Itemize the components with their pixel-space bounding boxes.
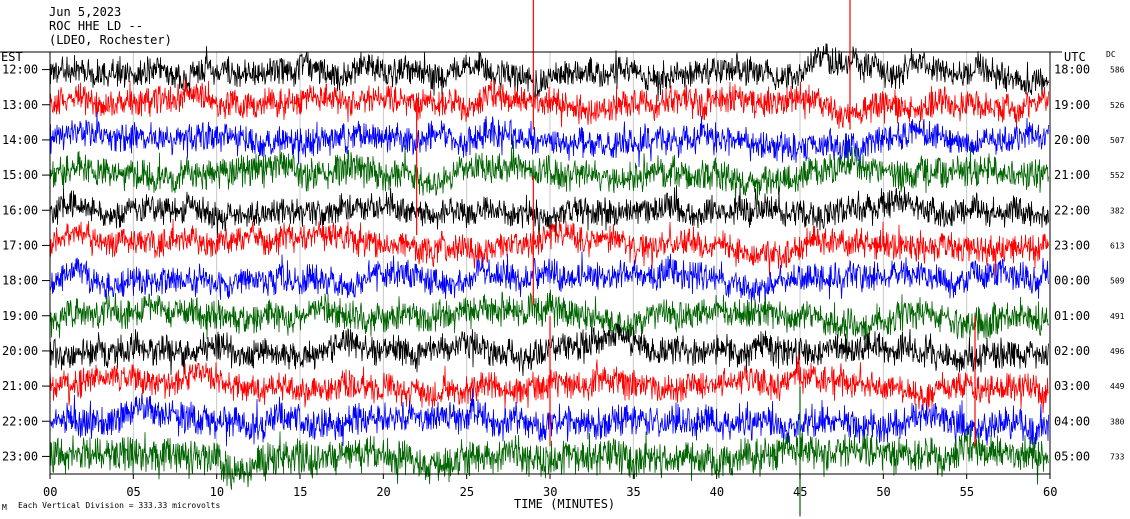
dc-value-8: 496 xyxy=(1110,347,1125,356)
trace-row-21:00 xyxy=(49,353,1049,414)
utc-label-9: 03:00 xyxy=(1054,379,1090,393)
dc-value-7: 491 xyxy=(1110,312,1125,321)
trace-row-18:00 xyxy=(49,251,1049,305)
trace-row-17:00 xyxy=(49,218,1049,277)
utc-label-4: 22:00 xyxy=(1054,203,1090,217)
est-label-7: 19:00 xyxy=(2,309,38,323)
est-label-10: 22:00 xyxy=(2,414,38,428)
row-labels: 12:00 18:00 586 13:00 19:00 526 14:00 20:00 507 1… xyxy=(2,63,1125,464)
est-label-9: 21:00 xyxy=(2,379,38,393)
left-axis-title: EST xyxy=(1,50,23,64)
dc-value-4: 382 xyxy=(1110,206,1125,215)
trace-row-23:00 xyxy=(49,428,1049,490)
trace-row-19:00 xyxy=(49,289,1049,346)
utc-label-3: 21:00 xyxy=(1054,168,1090,182)
grid-lines xyxy=(132,52,968,474)
header-location: (LDEO, Rochester) xyxy=(49,33,172,47)
utc-label-2: 20:00 xyxy=(1054,133,1090,147)
x-tick-label-20: 20 xyxy=(376,485,390,499)
dc-value-6: 509 xyxy=(1110,277,1125,286)
x-axis-label: TIME (MINUTES) xyxy=(514,497,615,511)
dc-value-2: 507 xyxy=(1110,136,1125,145)
utc-label-1: 19:00 xyxy=(1054,98,1090,112)
utc-label-7: 01:00 xyxy=(1054,309,1090,323)
trace-row-13:00 xyxy=(49,78,1049,129)
x-tick-label-40: 40 xyxy=(710,485,724,499)
x-tick-label-10: 10 xyxy=(210,485,224,499)
x-tick-label-30: 30 xyxy=(543,485,557,499)
x-tick-label-45: 45 xyxy=(793,485,807,499)
x-tick-label-55: 55 xyxy=(960,485,974,499)
trace-row-14:00 xyxy=(49,111,1049,169)
x-tick-label-25: 25 xyxy=(460,485,474,499)
x-tick-label-35: 35 xyxy=(626,485,640,499)
est-label-8: 20:00 xyxy=(2,344,38,358)
dc-value-1: 526 xyxy=(1110,101,1125,110)
utc-label-5: 23:00 xyxy=(1054,238,1090,252)
seismic-traces xyxy=(49,43,1049,490)
x-tick-label-05: 05 xyxy=(126,485,140,499)
est-label-6: 18:00 xyxy=(2,274,38,288)
est-label-4: 16:00 xyxy=(2,203,38,217)
trace-row-20:00 xyxy=(49,323,1049,377)
utc-label-11: 05:00 xyxy=(1054,449,1090,463)
dc-value-10: 380 xyxy=(1110,417,1125,426)
right-axis-title: UTC xyxy=(1064,50,1086,64)
utc-label-6: 00:00 xyxy=(1054,274,1090,288)
scale-note: Each Vertical Division = 333.33 microvol… xyxy=(18,501,220,510)
dc-value-3: 552 xyxy=(1110,171,1125,180)
x-tick-label-60: 60 xyxy=(1043,485,1057,499)
x-tick-label-50: 50 xyxy=(876,485,890,499)
est-label-5: 17:00 xyxy=(2,238,38,252)
header-date: Jun 5,2023 xyxy=(49,5,122,19)
est-label-2: 14:00 xyxy=(2,133,38,147)
footer: M Each Vertical Division = 333.33 microv… xyxy=(2,501,220,512)
dc-value-11: 733 xyxy=(1110,452,1125,461)
dc-value-0: 586 xyxy=(1110,66,1125,75)
x-tick-label-00: 00 xyxy=(43,485,57,499)
est-label-11: 23:00 xyxy=(2,449,38,463)
utc-label-8: 02:00 xyxy=(1054,344,1090,358)
utc-label-0: 18:00 xyxy=(1054,63,1090,77)
dc-value-9: 449 xyxy=(1110,382,1125,391)
est-label-0: 12:00 xyxy=(2,63,38,77)
x-tick-label-15: 15 xyxy=(293,485,307,499)
header-station: ROC HHE LD -- xyxy=(49,19,143,33)
trace-row-12:00 xyxy=(49,43,1049,102)
est-label-3: 15:00 xyxy=(2,168,38,182)
event-spikes xyxy=(416,0,976,517)
est-label-1: 13:00 xyxy=(2,98,38,112)
trace-row-22:00 xyxy=(49,388,1049,448)
utc-label-10: 04:00 xyxy=(1054,414,1090,428)
dc-value-5: 613 xyxy=(1110,241,1125,250)
trace-row-15:00 xyxy=(49,140,1049,206)
x-ticks: 00 05 10 15 20 25 30 35 40 45 50 55 60 xyxy=(43,474,1057,499)
corner-mark: M xyxy=(2,503,7,512)
dc-title: DC xyxy=(1106,50,1116,59)
trace-row-16:00 xyxy=(49,185,1049,239)
